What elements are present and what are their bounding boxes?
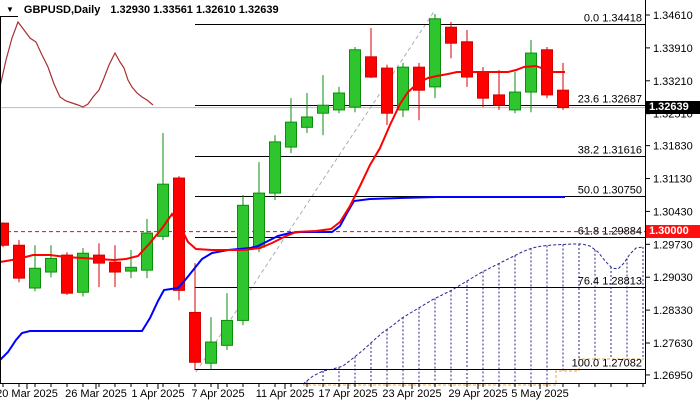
fib-level-label: 38.2 1.31616 bbox=[578, 145, 642, 157]
candle-body-up bbox=[397, 66, 409, 111]
candle-body-up bbox=[317, 104, 329, 114]
x-axis-date-label: 5 May 2025 bbox=[511, 388, 568, 400]
candle-body-up bbox=[525, 52, 537, 93]
symbol-dropdown-icon[interactable]: ▼ bbox=[6, 5, 14, 14]
candle-body-down bbox=[61, 254, 73, 294]
candle-body-up bbox=[269, 141, 281, 194]
fib-level-label: 50.0 1.30750 bbox=[578, 185, 642, 197]
x-axis-date-label: 26 Mar 2025 bbox=[65, 388, 127, 400]
candle-body-down bbox=[445, 26, 457, 44]
candle-body-up bbox=[157, 183, 169, 237]
candle-body-up bbox=[253, 192, 265, 248]
x-axis-date-label: 17 Apr 2025 bbox=[318, 388, 377, 400]
candle-body-up bbox=[29, 267, 41, 289]
y-axis-price-label: 1.33210 bbox=[653, 76, 693, 88]
candle-body-down bbox=[493, 94, 505, 106]
bid-level-badge: 1.30000 bbox=[646, 225, 700, 238]
y-axis-price-label: 1.31130 bbox=[653, 174, 692, 186]
candle-body-up bbox=[333, 92, 345, 111]
candle-body-down bbox=[461, 41, 473, 78]
fib-level-label: 100.0 1.27082 bbox=[572, 358, 642, 370]
candle-body-up bbox=[349, 49, 361, 108]
chart-title-bar: ▼ GBPUSD,Daily 1.32930 1.33561 1.32610 1… bbox=[4, 3, 279, 17]
senkou-span-b-line bbox=[303, 358, 644, 386]
fib-level-label: 0.0 1.34418 bbox=[584, 13, 642, 25]
y-axis-price-label: 1.30430 bbox=[653, 206, 693, 218]
y-axis-price-label: 1.29730 bbox=[653, 239, 693, 251]
x-axis-date-label: 23 Apr 2025 bbox=[382, 388, 441, 400]
candle-body-up bbox=[285, 121, 297, 148]
x-axis-date-label: 29 Apr 2025 bbox=[448, 388, 507, 400]
y-axis-price-label: 1.33910 bbox=[653, 43, 693, 55]
candle-body-down bbox=[381, 67, 393, 114]
candle-body-up bbox=[429, 18, 441, 88]
y-axis-price-label: 1.27630 bbox=[653, 338, 693, 350]
candle-body-up bbox=[237, 204, 249, 321]
candle-body-down bbox=[13, 244, 25, 279]
candle-body-up bbox=[509, 91, 521, 111]
candle-body-down bbox=[173, 177, 185, 291]
candle-body-up bbox=[221, 319, 233, 346]
trendline bbox=[195, 9, 436, 373]
chart-ohlc-quotes: 1.32930 1.33561 1.32610 1.32639 bbox=[110, 4, 279, 16]
chikou-span-line bbox=[0, 20, 154, 108]
y-axis-price-label: 1.31830 bbox=[653, 141, 693, 153]
fib-level-label: 76.4 1.28813 bbox=[578, 276, 642, 288]
candle-body-down bbox=[109, 261, 121, 273]
x-axis-date-label: 20 Mar 2025 bbox=[0, 388, 58, 400]
candle-body-up bbox=[125, 266, 137, 272]
y-axis-price-label: 1.28330 bbox=[653, 305, 693, 317]
candle-body-up bbox=[205, 341, 217, 364]
y-axis-price-label: 1.26950 bbox=[653, 370, 693, 382]
candle-body-down bbox=[189, 311, 201, 363]
candle-body-up bbox=[77, 252, 89, 293]
candle-body-up bbox=[301, 116, 313, 128]
y-axis-price-label: 1.29030 bbox=[653, 272, 693, 284]
y-axis-price-label: 1.34610 bbox=[653, 10, 693, 22]
candle-body-down bbox=[365, 56, 377, 78]
x-axis-date-label: 11 Apr 2025 bbox=[256, 388, 315, 400]
x-axis-date-label: 1 Apr 2025 bbox=[131, 388, 184, 400]
tenkan-sen-line bbox=[0, 64, 565, 263]
fib-level-label: 23.6 1.32687 bbox=[578, 94, 642, 106]
chart-symbol-period: GBPUSD,Daily bbox=[23, 4, 101, 16]
candle-body-down bbox=[477, 71, 489, 99]
current-price-badge: 1.32639 bbox=[646, 101, 700, 114]
candle-body-up bbox=[45, 257, 57, 273]
x-axis-date-label: 7 Apr 2025 bbox=[191, 388, 244, 400]
candle-body-down bbox=[0, 222, 9, 246]
candle-body-down bbox=[557, 89, 569, 109]
